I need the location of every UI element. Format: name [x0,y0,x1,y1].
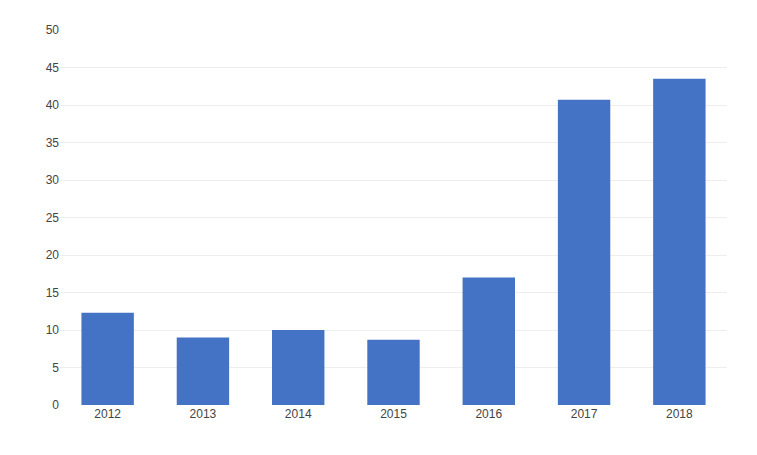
svg-text:50: 50 [46,23,60,37]
svg-text:0: 0 [52,398,59,412]
svg-text:15: 15 [46,286,60,300]
svg-text:2016: 2016 [475,407,502,421]
svg-text:5: 5 [52,361,59,375]
svg-text:45: 45 [46,61,60,75]
svg-text:2015: 2015 [380,407,407,421]
svg-text:2017: 2017 [571,407,598,421]
svg-text:30: 30 [46,173,60,187]
svg-text:2012: 2012 [94,407,121,421]
svg-text:2018: 2018 [666,407,693,421]
svg-text:25: 25 [46,211,60,225]
svg-text:20: 20 [46,248,60,262]
svg-text:35: 35 [46,136,60,150]
svg-text:40: 40 [46,98,60,112]
svg-text:10: 10 [46,323,60,337]
svg-text:2013: 2013 [190,407,217,421]
svg-text:2014: 2014 [285,407,312,421]
